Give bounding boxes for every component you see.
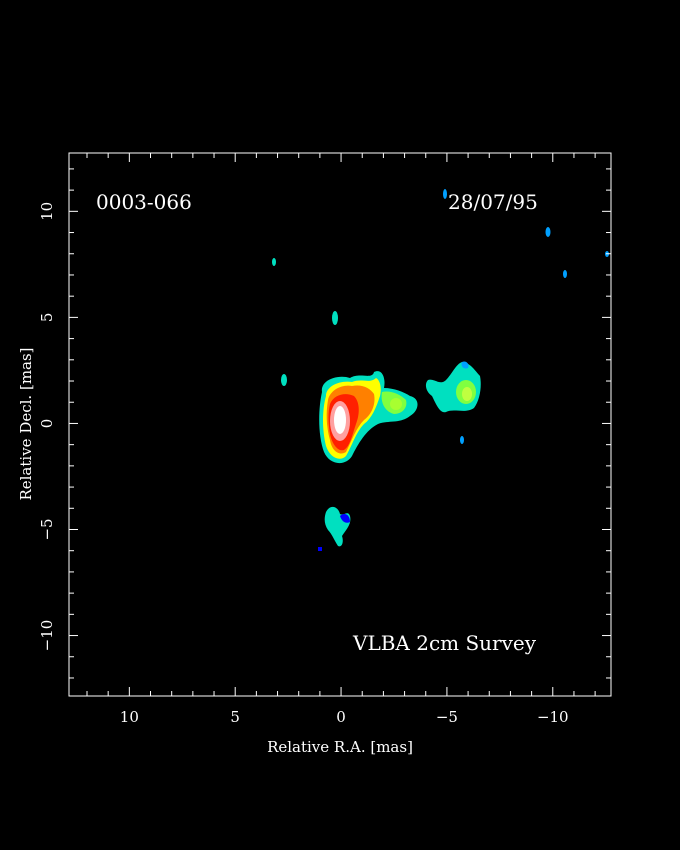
y-tick-label: −10: [38, 620, 56, 652]
blob-west-2: [563, 270, 567, 278]
x-tick-label: 5: [230, 708, 240, 726]
survey-label: VLBA 2cm Survey: [352, 631, 537, 655]
x-tick-label: −10: [537, 708, 569, 726]
x-axis-label: Relative R.A. [mas]: [267, 738, 413, 756]
blob-east-1: [281, 374, 287, 386]
y-tick-labels: 10 5 0 −5 −10: [38, 202, 56, 652]
plot-frame: [68, 152, 612, 697]
blob-north-core: [332, 311, 338, 325]
emission-map: [272, 189, 609, 551]
blob-south-west: [460, 436, 464, 444]
x-tick-label: 10: [120, 708, 139, 726]
y-tick-label: −5: [38, 518, 56, 540]
y-tick-label: 10: [38, 202, 56, 221]
core-jet-component: [319, 371, 418, 464]
x-tick-label: −5: [436, 708, 458, 726]
blob-west-1: [545, 227, 551, 237]
blob-east-2: [272, 258, 276, 266]
blob-north-west: [443, 189, 447, 199]
observation-date-label: 28/07/95: [448, 190, 538, 214]
x-tick-labels: 10 5 0 −5 −10: [120, 708, 569, 726]
y-tick-label: 0: [38, 419, 56, 429]
x-tick-label: 0: [336, 708, 346, 726]
axis-ticks: [69, 153, 611, 696]
western-component: [425, 361, 481, 413]
blob-south-east: [318, 547, 322, 551]
source-name-label: 0003-066: [96, 190, 192, 214]
y-axis-label: Relative Decl. [mas]: [17, 347, 35, 500]
y-tick-label: 5: [38, 313, 56, 323]
southern-component: [324, 506, 351, 547]
